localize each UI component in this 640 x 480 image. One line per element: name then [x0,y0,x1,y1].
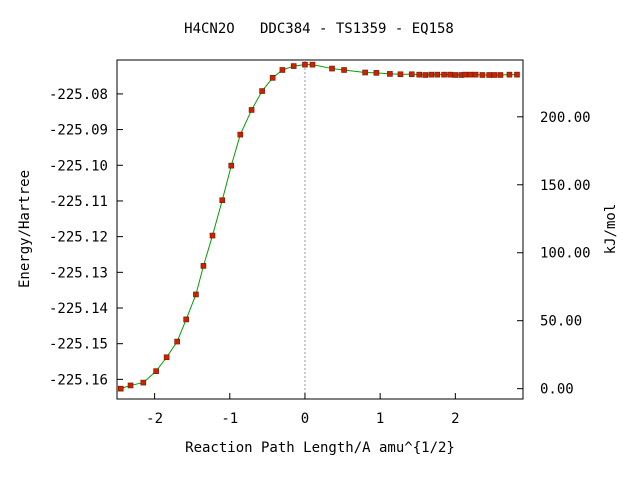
y2-tick-label: 0.00 [540,382,574,398]
x-axis-label: Reaction Path Length/A amu^{1/2} [185,440,455,456]
data-point [248,107,255,113]
data-point [362,69,368,76]
data-point [279,67,286,73]
data-point [428,71,435,78]
data-point [302,61,308,68]
data-point [163,354,170,361]
y2-tick-label: 200.00 [540,110,591,126]
x-tick-label: 2 [451,411,459,427]
data-point [329,65,335,72]
y-tick-label: -225.13 [49,265,108,281]
plot-frame [116,59,524,400]
data-point [408,71,415,78]
data-point [269,75,276,81]
y2-tick-label: 100.00 [540,246,591,262]
x-tick-label: -2 [146,411,163,427]
y-tick-label: -225.09 [49,123,108,139]
x-tick-label: 1 [376,411,384,427]
data-points [117,61,520,392]
y-tick-label: -225.12 [49,230,108,246]
data-point [183,316,189,323]
data-point [506,71,513,78]
y-tick-label: -225.10 [49,158,108,174]
y-axis-ticks: -225.08 -225.09 -225.10 -225.11 -225.12 -225.… [49,87,123,388]
data-point [341,67,347,73]
data-point [387,71,393,77]
data-point [397,71,404,78]
data-point [200,263,207,269]
data-point [497,72,504,78]
data-point [422,72,429,78]
y-tick-label: -225.15 [49,337,108,353]
data-point [193,291,199,298]
x-tick-label: -1 [221,411,238,427]
data-point [514,71,520,78]
data-point [209,232,216,239]
data-point [447,71,453,78]
y2-axis-ticks: 0.00 50.00 100.00 150.00 200.00 [517,110,591,398]
data-point [309,61,316,68]
data-point [373,70,380,76]
data-point [479,72,486,78]
data-point [290,63,297,69]
data-point [441,71,447,78]
data-point [467,71,474,78]
data-point [416,71,423,78]
data-point [462,71,468,78]
data-point [491,72,498,78]
data-point [153,368,159,374]
x-tick-label: 0 [301,411,309,427]
x-axis-ticks: -2 -1 0 1 2 [146,393,460,427]
y-tick-label: -225.11 [49,194,108,210]
data-point [472,71,479,78]
y-tick-label: -225.08 [49,87,108,103]
y2-tick-label: 150.00 [540,178,591,194]
data-point [259,88,265,94]
data-point [237,131,244,138]
y2-axis-label: kJ/mol [603,204,619,255]
energy-curve-line [120,64,517,390]
data-point [219,197,226,204]
y-tick-label: -225.14 [49,301,108,317]
data-point [174,338,180,345]
data-point [452,72,459,78]
data-point [228,162,235,169]
y-axis-label: Energy/Hartree [17,170,33,288]
chart-title: H4CN2O DDC384 - TS1359 - EQ158 [184,21,454,37]
data-point [127,382,134,389]
data-point [486,72,492,78]
data-point [434,71,441,78]
y-tick-label: -225.16 [49,372,108,388]
data-point [140,379,147,386]
data-point [117,385,124,392]
y2-tick-label: 50.00 [540,314,582,330]
